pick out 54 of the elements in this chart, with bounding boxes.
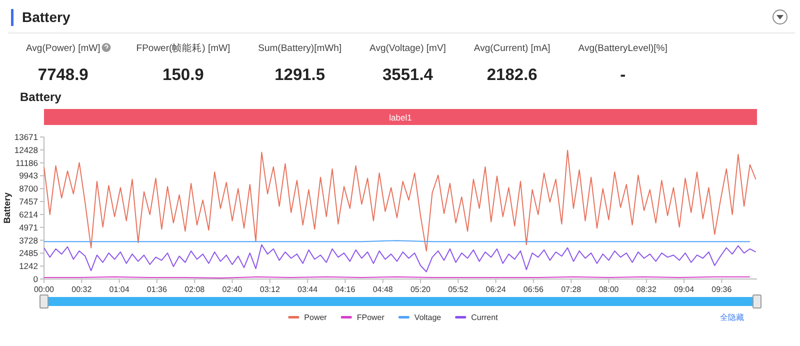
text: 全隐藏 xyxy=(720,313,744,322)
x-tick-label: 04:16 xyxy=(335,285,356,294)
text: Avg(Voltage) [mV] xyxy=(370,43,446,54)
y-tick-label: 0 xyxy=(33,274,38,284)
x-tick-label: 09:04 xyxy=(674,285,695,294)
x-tick-label: 03:12 xyxy=(260,285,280,294)
text: 3551.4 xyxy=(382,66,434,84)
y-tick-label: 4971 xyxy=(19,222,38,232)
x-tick-label: 04:48 xyxy=(372,285,394,294)
legend-label: FPower xyxy=(356,313,385,322)
line-series xyxy=(44,150,756,252)
text: Avg(BatteryLevel)[%] xyxy=(578,43,668,54)
text: 7748.9 xyxy=(38,66,88,84)
chart-title: Battery xyxy=(20,90,62,104)
y-tick-label: 13671 xyxy=(14,132,38,142)
text: Battery xyxy=(22,9,70,25)
text: FPower(帧能耗) [mW] xyxy=(136,42,230,54)
x-tick-label: 09:36 xyxy=(712,285,732,294)
x-tick-label: 01:04 xyxy=(109,285,130,294)
y-tick-label: 6214 xyxy=(19,209,38,220)
y-tick-label: 9943 xyxy=(19,170,38,181)
y-tick-label: 7457 xyxy=(19,196,38,207)
x-tick-label: 08:00 xyxy=(598,285,620,294)
x-tick-label: 00:32 xyxy=(72,285,92,294)
text: 150.9 xyxy=(162,66,204,84)
x-tick-label: 02:08 xyxy=(184,285,206,294)
text: label1 xyxy=(389,112,412,122)
x-tick-label: 05:52 xyxy=(448,285,469,294)
text: 2182.6 xyxy=(486,66,538,84)
text: - xyxy=(620,66,626,84)
line-series xyxy=(44,244,756,272)
text: Avg(Current) [mA] xyxy=(474,43,550,54)
x-tick-label: 01:36 xyxy=(146,285,168,294)
legend-label: Voltage xyxy=(414,313,442,322)
text: Sum(Battery)[mWh] xyxy=(258,43,342,54)
x-tick-label: 03:44 xyxy=(298,285,318,294)
y-tick-label: 12428 xyxy=(14,144,38,155)
y-tick-label: 3728 xyxy=(19,235,38,246)
x-tick-label: 08:32 xyxy=(636,285,657,294)
text: Avg(Power) [mW] xyxy=(26,43,100,54)
x-tick-label: 02:40 xyxy=(222,285,243,294)
y-tick-label: 8700 xyxy=(19,184,38,194)
legend-label: Current xyxy=(471,313,499,322)
legend-label: Power xyxy=(304,313,328,322)
y-tick-label: 11186 xyxy=(16,158,38,168)
x-tick-label: 05:20 xyxy=(410,285,432,294)
x-tick-label: 06:56 xyxy=(523,285,544,294)
x-tick-label: 00:00 xyxy=(34,285,55,294)
x-tick-label: 07:28 xyxy=(561,285,582,294)
text: 1291.5 xyxy=(274,66,326,84)
y-axis-title: Battery xyxy=(2,192,12,224)
x-tick-label: 06:24 xyxy=(486,285,506,294)
y-tick-label: 2485 xyxy=(19,248,38,258)
y-tick-label: 1242 xyxy=(19,261,38,272)
